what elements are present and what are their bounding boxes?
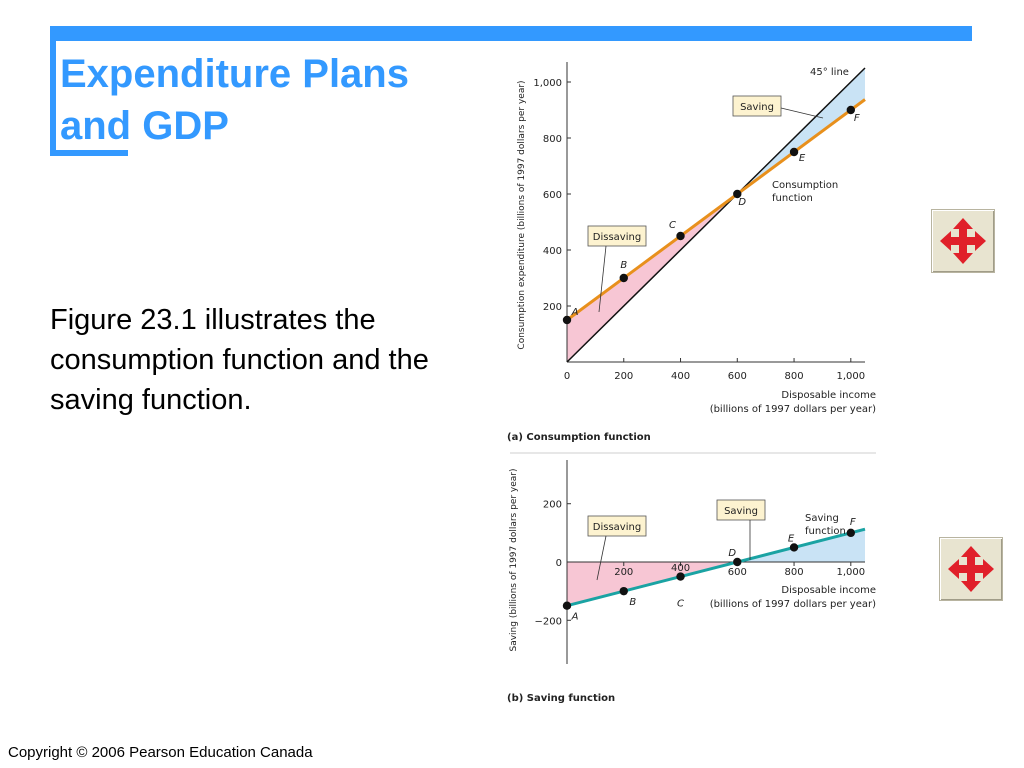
x-axis-title-b-line1: Disposable income [781, 585, 876, 596]
forty-five-degree-line [566, 67, 866, 363]
y-tick-label-a: 400 [543, 246, 562, 257]
x-tick-label-a: 400 [671, 371, 690, 382]
data-point-b [733, 557, 742, 567]
point-label-b: A [571, 612, 579, 623]
data-point-a [562, 315, 572, 325]
four-way-arrows-icon [948, 546, 994, 592]
data-point-a [846, 105, 856, 115]
x-tick-label-b: 400 [671, 563, 690, 574]
consumption-function-line [566, 98, 866, 322]
x-axis-title-a-line2: (billions of 1997 dollars per year) [710, 404, 876, 415]
data-point-a [733, 189, 742, 199]
y-axis-title-b: Saving (billions of 1997 dollars per yea… [509, 468, 519, 651]
point-label-a: D [738, 197, 746, 208]
saving-callout-b [716, 499, 766, 521]
dissaving-callout-b [587, 515, 647, 537]
x-tick-label-a: 600 [728, 371, 747, 382]
x-axis-title-b-line2: (billions of 1997 dollars per year) [710, 599, 876, 610]
saving-pointer-a [780, 107, 824, 119]
saving-callout-text-a: Saving [740, 102, 774, 113]
slide-title: Expenditure Plans and GDP [60, 48, 480, 152]
saving-function-line [566, 527, 866, 608]
x-tick-label-a: 200 [614, 371, 633, 382]
point-label-b: E [788, 533, 795, 544]
point-label-a: B [620, 260, 627, 271]
nav-button-bottom[interactable] [939, 537, 1003, 601]
top-accent-bar [50, 26, 972, 41]
left-accent-bar [50, 26, 56, 156]
figure-23-1: 0 200 400 600 800 1,000 200 400 600 800 1,000 A B C D E… [507, 62, 876, 704]
dissaving-pointer-a [598, 245, 607, 313]
nav-button-top[interactable] [931, 209, 995, 273]
saving-callout-a [732, 95, 782, 117]
slide-title-line1: Expenditure Plans [60, 52, 409, 96]
saving-callout-text-b: Saving [724, 506, 758, 517]
y-tick-label-a: 1,000 [533, 78, 562, 89]
consumption-label-line2: function [772, 193, 813, 204]
y-tick-label-b: 200 [543, 500, 562, 511]
x-tick-label-b: 600 [728, 567, 747, 578]
point-label-a: E [799, 153, 806, 164]
y-tick-label-b: −200 [535, 616, 562, 627]
x-tick-label-b: 800 [785, 567, 804, 578]
dissaving-pointer-b [596, 535, 607, 581]
x-tick-label-a: 800 [785, 371, 804, 382]
title-underline-bar [50, 150, 128, 156]
y-tick-label-a: 600 [543, 190, 562, 201]
caption-b: (b) Saving function [507, 693, 615, 704]
x-tick-label-b: 200 [614, 567, 633, 578]
copyright-footer: Copyright © 2006 Pearson Education Canad… [8, 744, 313, 761]
caption-a: (a) Consumption function [507, 432, 651, 443]
slide-body-text: Figure 23.1 illustrates the consumption … [50, 304, 429, 416]
point-label-a: F [854, 113, 860, 124]
data-point-a [676, 231, 685, 241]
point-label-b: F [850, 517, 856, 528]
dissaving-callout-text-a: Dissaving [593, 232, 641, 243]
point-label-b: B [629, 597, 636, 608]
data-point-a [619, 273, 628, 283]
figure-mask [505, 41, 885, 69]
data-point-b [619, 586, 628, 596]
y-tick-label-a: 800 [543, 134, 562, 145]
saving-function-label-line1: Saving [805, 513, 839, 524]
four-way-arrows-icon [940, 218, 986, 264]
data-point-b [789, 543, 799, 552]
slide-title-line2: and GDP [60, 104, 229, 148]
dissaving-callout-a [587, 225, 647, 247]
data-point-b [676, 572, 685, 581]
x-tick-label-a: 1,000 [836, 371, 865, 382]
y-axis-title-a: Consumption expenditure (billions of 199… [517, 80, 527, 349]
point-label-a: A [571, 307, 579, 318]
dissaving-callout-text-b: Dissaving [593, 522, 641, 533]
y-tick-label-b: 0 [556, 558, 562, 569]
point-label-b: C [677, 599, 684, 610]
data-point-b [846, 528, 856, 538]
data-point-b [562, 601, 572, 610]
x-tick-label-a: 0 [564, 371, 570, 382]
consumption-label-line1: Consumption [772, 180, 838, 191]
data-point-a [789, 147, 799, 157]
point-label-b: D [728, 548, 736, 559]
point-label-a: C [669, 220, 676, 231]
y-tick-label-a: 200 [543, 302, 562, 313]
saving-function-label-line2: function [805, 526, 846, 537]
x-axis-title-a-line1: Disposable income [781, 390, 876, 401]
forty-five-line-label: 45° line [810, 67, 849, 78]
x-tick-label-b: 1,000 [836, 567, 865, 578]
